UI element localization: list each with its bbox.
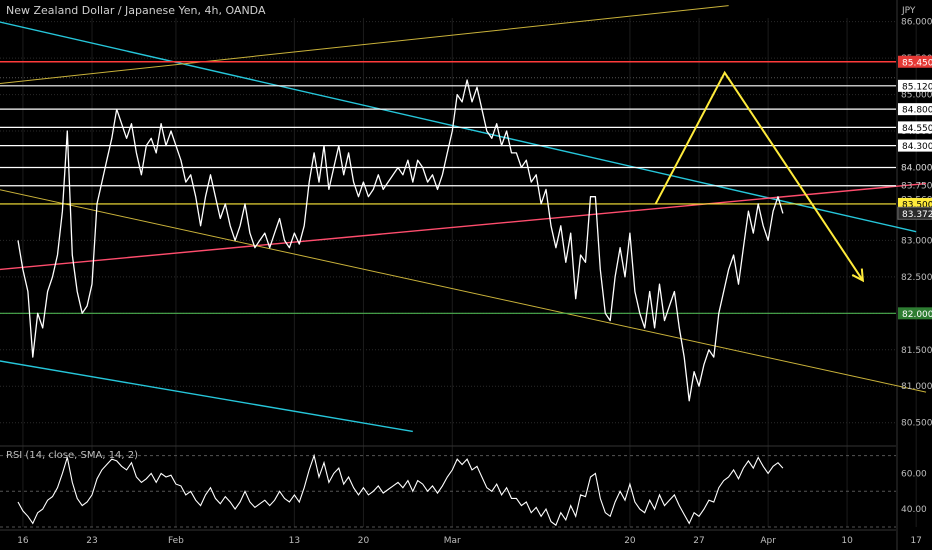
time-tick-label: 10 — [841, 536, 853, 546]
rsi-tick-label: 60.00 — [901, 469, 927, 479]
time-tick-label: Mar — [444, 536, 461, 546]
price-tag-white — [898, 79, 932, 92]
price-tick-label: 81.000 — [901, 382, 932, 392]
horizontal-levels — [0, 61, 896, 314]
axis-label: 84.000 — [901, 163, 932, 173]
price-tag-red — [898, 55, 932, 68]
trendline-olive — [0, 189, 927, 393]
trendline-cyan — [0, 21, 917, 233]
trendline-cyan — [0, 360, 413, 433]
price-tick-label: 84.000 — [901, 163, 932, 173]
trendlines — [0, 5, 927, 433]
time-tick-label: 16 — [17, 536, 29, 546]
price-tag-white — [898, 103, 932, 116]
rsi-panel — [0, 445, 896, 528]
time-tick-label: Feb — [168, 536, 184, 546]
price-tick-label: 85.000 — [901, 91, 932, 101]
price-tag-text: 84.300 — [902, 142, 932, 152]
price-tick-label: 82.500 — [901, 273, 932, 283]
time-tick-label: 17 — [910, 536, 921, 546]
chart-title: New Zealand Dollar / Japanese Yen, 4h, O… — [6, 4, 266, 17]
time-tick-label: 20 — [624, 536, 636, 546]
time-tick-label: 13 — [289, 536, 300, 546]
trendline-pink — [0, 182, 927, 271]
price-tag-text: 85.450 — [902, 58, 932, 68]
price-series — [17, 79, 784, 402]
rsi-line — [17, 453, 784, 527]
price-tag-text: 83.500 — [902, 200, 932, 210]
rsi-title: RSI (14, close, SMA, 14, 2) — [6, 450, 139, 461]
time-tick-label: 27 — [693, 536, 704, 546]
price-tick-label: 80.500 — [901, 419, 932, 429]
price-tag-white — [898, 121, 932, 134]
axis-label: 83.750 — [901, 182, 932, 192]
price-tag-dark — [897, 206, 932, 220]
price-tag-text: 83.372 — [902, 210, 932, 220]
price-tag-text: 84.550 — [902, 124, 932, 134]
projection-arrowhead — [851, 268, 865, 283]
price-tag-text: 82.000 — [902, 310, 932, 320]
price-line — [17, 79, 784, 402]
price-tick-label: 86.000 — [901, 18, 932, 28]
projection-path — [654, 70, 864, 282]
rsi-tick-label: 40.00 — [901, 505, 927, 515]
price-tag-text: 84.800 — [902, 106, 932, 116]
price-tick-label: 83.000 — [901, 236, 932, 246]
price-tick-label: 81.500 — [901, 346, 932, 356]
price-tag-white — [898, 139, 932, 152]
price-tag-text: 85.120 — [902, 82, 932, 92]
price-tag-green — [898, 307, 932, 320]
trendline-olive — [0, 5, 729, 84]
price-axis[interactable]: JPY86.00085.50085.00084.50084.00083.5008… — [897, 6, 932, 515]
time-axis[interactable]: 16 23 Feb 13 20 Mar 20 27 Apr 10 17 — [0, 529, 922, 546]
time-tick-label: 23 — [86, 536, 97, 546]
currency-label: JPY — [901, 6, 916, 16]
time-tick-label: Apr — [760, 536, 776, 546]
time-tick-label: 20 — [358, 536, 370, 546]
projection-arrow — [654, 70, 865, 283]
